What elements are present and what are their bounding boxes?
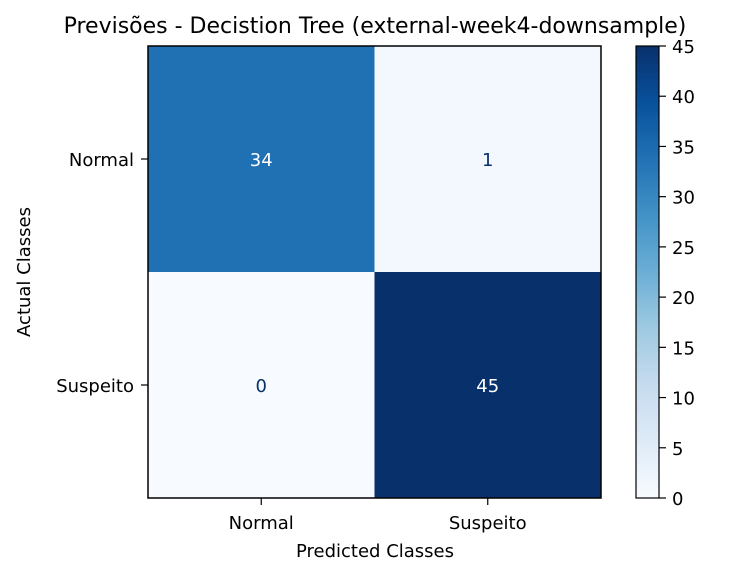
colorbar-ticks: 0 5 10 15 20 25 30 35 40 45 <box>659 37 695 510</box>
chart-title: Previsões - Decistion Tree (external-wee… <box>64 14 687 39</box>
colorbar-tick-label: 35 <box>672 137 695 158</box>
colorbar <box>635 45 660 499</box>
cell-value-label: 1 <box>482 150 493 171</box>
x-tick-label: Normal <box>229 513 294 534</box>
x-axis-ticks: Normal Suspeito <box>229 498 527 534</box>
colorbar-tick-label: 25 <box>672 238 695 259</box>
colorbar-tick-label: 0 <box>672 489 683 510</box>
colorbar-tick-label: 45 <box>672 37 695 58</box>
colorbar-tick-label: 5 <box>672 439 683 460</box>
heatmap-cell <box>374 272 602 499</box>
y-tick-label: Suspeito <box>56 376 134 397</box>
cell-value-label: 0 <box>256 376 267 397</box>
colorbar-tick-label: 40 <box>672 87 695 108</box>
colorbar-tick-label: 30 <box>672 188 695 209</box>
colorbar-tick-label: 20 <box>672 288 695 309</box>
heatmap-cell <box>148 46 375 273</box>
y-axis-label: Actual Classes <box>14 207 35 337</box>
heatmap-cell <box>374 46 602 273</box>
heatmap-cell <box>148 272 375 499</box>
x-tick-label: Suspeito <box>449 513 527 534</box>
colorbar-tick-label: 10 <box>672 389 695 410</box>
x-axis-label: Predicted Classes <box>296 541 454 562</box>
heatmap-cells: 34 1 0 45 <box>148 46 602 499</box>
y-tick-label: Normal <box>69 150 134 171</box>
y-axis-ticks: Normal Suspeito <box>56 150 148 397</box>
cell-value-label: 45 <box>476 376 499 397</box>
colorbar-tick-label: 15 <box>672 338 695 359</box>
plot-frame <box>147 45 602 499</box>
cell-value-label: 34 <box>250 150 273 171</box>
